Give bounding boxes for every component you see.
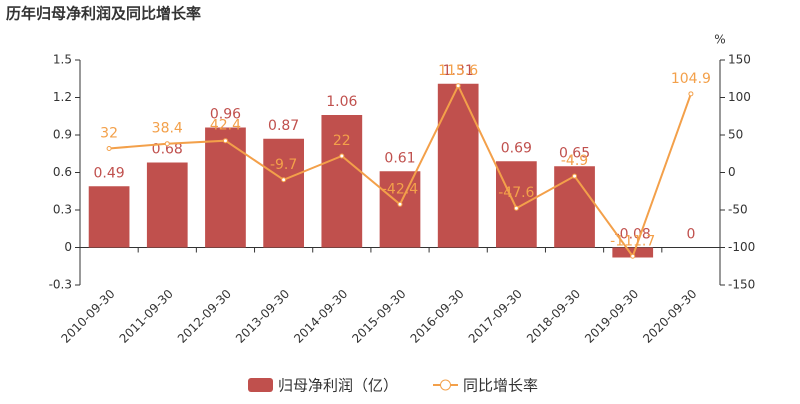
line-value-label: -111.7 <box>610 233 655 249</box>
x-tick-label: 2012-09-30 <box>175 287 234 346</box>
legend-swatch <box>248 378 273 392</box>
x-tick-label: 2014-09-30 <box>291 287 350 346</box>
bar-value-label: 0.65 <box>559 145 590 161</box>
bar <box>321 115 363 248</box>
x-tick-label: 2018-09-30 <box>524 287 583 346</box>
bar-value-label: 1.06 <box>326 94 357 110</box>
chart-title: 历年归母净利润及同比增长率 <box>6 5 201 23</box>
y-tick-label: 0.6 <box>53 165 72 179</box>
x-tick-label: 2017-09-30 <box>466 287 525 346</box>
line-value-label: 104.9 <box>671 71 711 87</box>
y-tick-label: 1.5 <box>53 53 72 67</box>
line-value-label: 32 <box>100 126 118 142</box>
bar-value-label: 0.49 <box>94 165 125 181</box>
line-point <box>513 205 519 211</box>
x-tick-label: 2016-09-30 <box>408 287 467 346</box>
y2-axis-label: % <box>714 33 725 47</box>
y-tick-label: 0 <box>64 240 72 254</box>
y2-tick-label: -100 <box>728 240 755 254</box>
bar <box>88 186 130 248</box>
line-point <box>106 146 112 151</box>
line-point <box>572 173 578 179</box>
line-point <box>281 177 287 183</box>
y-tick-label: 1.2 <box>53 90 72 104</box>
y2-tick-label: 0 <box>728 165 736 179</box>
bar-value-label: 0.69 <box>501 140 532 156</box>
y2-tick-label: -150 <box>728 278 755 292</box>
line-value-label: -4.9 <box>561 153 588 169</box>
bar <box>612 247 654 258</box>
line-value-label: 115.6 <box>438 63 478 79</box>
x-tick-label: 2019-09-30 <box>582 287 641 346</box>
y-tick-label: 0.3 <box>53 203 72 217</box>
bar-value-label: 0.96 <box>210 107 241 123</box>
y2-tick-label: 150 <box>728 53 751 67</box>
bar-value-label: 0 <box>686 227 695 243</box>
bar-value-label: 1.31 <box>443 63 474 79</box>
line-value-label: -9.7 <box>270 157 297 173</box>
bar <box>205 127 246 248</box>
x-tick-label: 2020-09-30 <box>640 287 699 346</box>
bar <box>146 162 188 248</box>
line-value-label: 42.4 <box>210 118 241 134</box>
y-tick-label: 0.9 <box>53 128 72 142</box>
y-tick-label: -0.3 <box>49 278 72 292</box>
line-point <box>339 153 345 159</box>
bar-value-label: 0.68 <box>152 142 183 158</box>
bar <box>496 161 537 248</box>
line-value-label: -47.6 <box>498 185 534 201</box>
line-value-label: 38.4 <box>152 121 183 137</box>
x-tick-label: 2011-09-30 <box>117 287 176 346</box>
y2-tick-label: 100 <box>728 90 751 104</box>
x-tick-label: 2015-09-30 <box>349 287 408 346</box>
legend-label: 同比增长率 <box>463 377 538 395</box>
bar <box>263 138 304 248</box>
line-point <box>688 91 694 97</box>
x-tick-label: 2013-09-30 <box>233 287 292 346</box>
bar-value-label: 0.61 <box>384 150 415 166</box>
line-value-label: -42.4 <box>382 181 418 197</box>
bar <box>379 171 421 248</box>
line-point <box>455 83 461 89</box>
legend-swatch <box>440 379 451 391</box>
line-value-label: 22 <box>333 133 351 149</box>
line-point <box>164 141 170 147</box>
bar <box>554 166 595 248</box>
line-point <box>630 253 636 259</box>
y2-tick-label: -50 <box>728 203 748 217</box>
bar-value-label: 0.87 <box>268 118 299 134</box>
line-point <box>222 138 228 144</box>
y2-tick-label: 50 <box>728 128 743 142</box>
x-tick-label: 2010-09-30 <box>58 287 117 346</box>
bar <box>437 83 479 248</box>
line-point <box>397 201 403 207</box>
legend-label: 归母净利润（亿） <box>278 377 398 395</box>
